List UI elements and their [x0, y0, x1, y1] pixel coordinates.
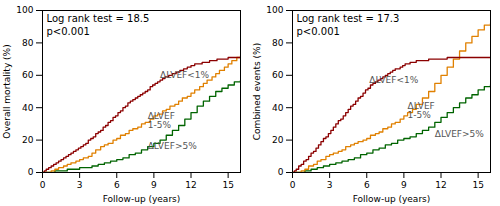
svg-text:0: 0 [278, 167, 284, 177]
svg-text:Log rank test = 18.5: Log rank test = 18.5 [47, 13, 150, 24]
svg-text:12: 12 [185, 180, 196, 190]
svg-text:Log rank test = 17.3: Log rank test = 17.3 [297, 13, 400, 24]
svg-text:ΔLVEF<1%: ΔLVEF<1% [160, 70, 209, 80]
svg-text:0: 0 [28, 167, 34, 177]
svg-text:3: 3 [77, 180, 83, 190]
svg-text:0: 0 [290, 180, 296, 190]
svg-text:20: 20 [272, 135, 284, 145]
svg-text:Follow-up (years): Follow-up (years) [103, 194, 181, 204]
svg-text:9: 9 [401, 180, 407, 190]
svg-text:Follow-up (years): Follow-up (years) [353, 194, 431, 204]
svg-text:80: 80 [22, 38, 34, 48]
svg-text:15: 15 [222, 180, 233, 190]
svg-text:9: 9 [151, 180, 157, 190]
svg-text:40: 40 [272, 103, 284, 113]
svg-text:ΔLVEF>5%: ΔLVEF>5% [148, 141, 197, 151]
svg-text:0: 0 [40, 180, 46, 190]
svg-text:ΔLVEF<1%: ΔLVEF<1% [369, 75, 418, 85]
svg-text:40: 40 [22, 103, 34, 113]
svg-text:Overall mortality (%): Overall mortality (%) [2, 44, 12, 138]
svg-text:60: 60 [22, 70, 34, 80]
svg-text:p<0.001: p<0.001 [297, 26, 340, 37]
svg-text:Combined events (%): Combined events (%) [252, 43, 262, 140]
svg-text:6: 6 [114, 180, 120, 190]
svg-text:6: 6 [364, 180, 370, 190]
svg-text:12: 12 [435, 180, 446, 190]
svg-text:100: 100 [266, 5, 283, 15]
svg-text:ΔLVEF1-5%: ΔLVEF1-5% [148, 111, 175, 130]
svg-text:p<0.001: p<0.001 [47, 26, 90, 37]
svg-text:100: 100 [16, 5, 33, 15]
svg-text:60: 60 [272, 70, 284, 80]
svg-text:ΔLVEF1-5%: ΔLVEF1-5% [408, 101, 435, 120]
svg-text:3: 3 [327, 180, 333, 190]
svg-text:15: 15 [472, 180, 483, 190]
svg-text:20: 20 [22, 135, 34, 145]
svg-text:ΔLVEF>5%: ΔLVEF>5% [435, 129, 484, 139]
svg-text:80: 80 [272, 38, 284, 48]
